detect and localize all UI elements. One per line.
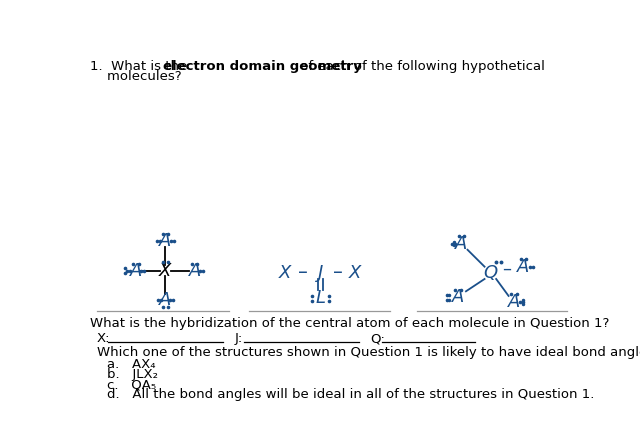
Text: Which one of the structures shown in Question 1 is likely to have ideal bond ang: Which one of the structures shown in Que… xyxy=(97,346,640,359)
Text: A: A xyxy=(130,261,142,280)
Text: J: J xyxy=(317,264,323,282)
Text: A: A xyxy=(508,293,520,311)
Text: Q: Q xyxy=(484,264,498,282)
Text: X:: X: xyxy=(97,332,111,345)
Text: A: A xyxy=(159,232,172,250)
Text: of each of the following hypothetical: of each of the following hypothetical xyxy=(296,60,545,73)
Text: b.   JLX₂: b. JLX₂ xyxy=(107,368,158,381)
Text: X: X xyxy=(159,261,172,280)
Text: 1.  What is the: 1. What is the xyxy=(90,60,191,73)
Text: d.   All the bond angles will be ideal in all of the structures in Question 1.: d. All the bond angles will be ideal in … xyxy=(107,388,595,401)
Text: X: X xyxy=(349,264,362,282)
Text: molecules?: molecules? xyxy=(90,70,182,83)
Text: A: A xyxy=(455,235,467,253)
Text: –: – xyxy=(502,260,511,278)
Text: a.   AX₄: a. AX₄ xyxy=(107,358,156,371)
Text: –: – xyxy=(333,264,342,283)
Text: What is the hybridization of the central atom of each molecule in Question 1?: What is the hybridization of the central… xyxy=(90,317,609,330)
Text: Q:: Q: xyxy=(371,332,385,345)
Text: A: A xyxy=(189,261,201,280)
Text: X: X xyxy=(279,264,292,282)
Text: A: A xyxy=(159,291,172,309)
Text: A: A xyxy=(452,289,465,306)
Text: J:: J: xyxy=(235,332,243,345)
Text: c.   QA₅: c. QA₅ xyxy=(107,378,156,391)
Text: A: A xyxy=(517,257,529,276)
Text: –: – xyxy=(298,264,308,283)
Text: L: L xyxy=(316,289,325,307)
Text: electron domain geometry: electron domain geometry xyxy=(163,60,362,73)
